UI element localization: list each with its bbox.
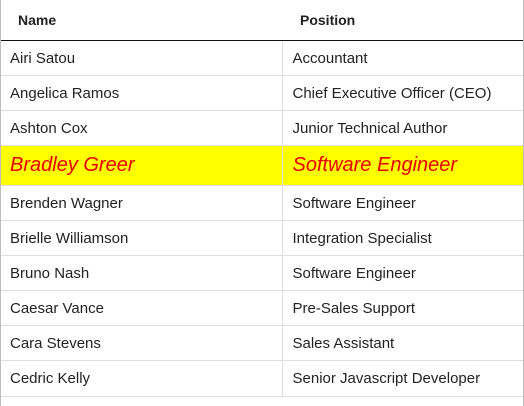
cell-name: Bradley Greer — [1, 145, 282, 186]
header-row: Name Position — [1, 0, 523, 41]
table-header: Name Position — [1, 0, 523, 41]
cell-position: Software Engineer — [281, 255, 523, 291]
table-row[interactable]: Bruno Nash Software Engineer — [1, 255, 523, 291]
cell-position: Chief Executive Officer (CEO) — [281, 75, 523, 111]
cell-name: Ashton Cox — [1, 110, 282, 146]
cell-position: Pre-Sales Support — [281, 290, 523, 326]
cell-position: Sales Assistant — [281, 325, 523, 361]
cell-position: Software Engineer — [281, 185, 523, 221]
table-row[interactable]: Cara Stevens Sales Assistant — [1, 325, 523, 361]
cell-position: Junior Technical Author — [281, 110, 523, 146]
cell-position: Integration Specialist — [281, 220, 523, 256]
employee-table: Name Position Airi Satou Accountant Ange… — [1, 0, 523, 397]
cell-name: Brenden Wagner — [1, 185, 282, 221]
table-row[interactable]: Cedric Kelly Senior Javascript Developer — [1, 360, 523, 397]
cell-name: Brielle Williamson — [1, 220, 282, 256]
table-body: Airi Satou Accountant Angelica Ramos Chi… — [1, 40, 523, 397]
table-row[interactable]: Ashton Cox Junior Technical Author — [1, 110, 523, 146]
table-row[interactable]: Brielle Williamson Integration Specialis… — [1, 220, 523, 256]
table-row[interactable]: Airi Satou Accountant — [1, 40, 523, 76]
cell-name: Airi Satou — [1, 40, 282, 76]
table-row[interactable]: Brenden Wagner Software Engineer — [1, 185, 523, 221]
table-row-selected[interactable]: Bradley Greer Software Engineer — [1, 145, 523, 186]
cell-name: Cara Stevens — [1, 325, 282, 361]
cell-name: Bruno Nash — [1, 255, 282, 291]
cell-name: Caesar Vance — [1, 290, 282, 326]
cell-name: Angelica Ramos — [1, 75, 282, 111]
table-row[interactable]: Caesar Vance Pre-Sales Support — [1, 290, 523, 326]
cell-position: Senior Javascript Developer — [281, 360, 523, 397]
table-row[interactable]: Angelica Ramos Chief Executive Officer (… — [1, 75, 523, 111]
column-header-name[interactable]: Name — [1, 0, 282, 41]
column-header-position[interactable]: Position — [282, 0, 523, 41]
cell-position: Software Engineer — [281, 145, 523, 186]
cell-name: Cedric Kelly — [1, 360, 282, 397]
cell-position: Accountant — [281, 40, 523, 76]
